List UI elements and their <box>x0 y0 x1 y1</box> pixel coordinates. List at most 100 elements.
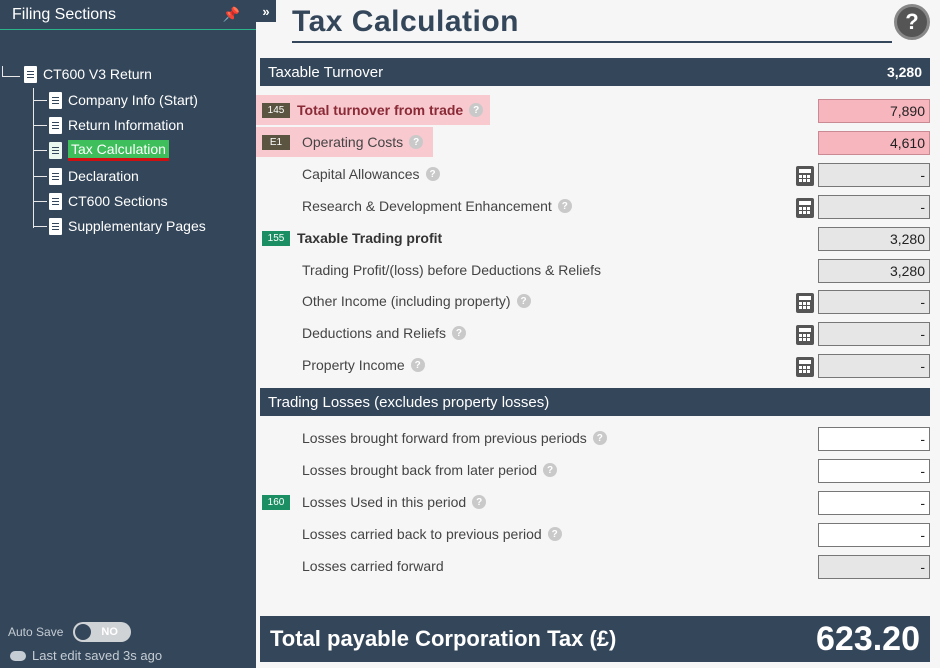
losses-used-input[interactable]: - <box>818 491 930 515</box>
other-income-field[interactable]: - <box>818 290 930 314</box>
calculator-icon[interactable] <box>796 166 814 186</box>
calculator-icon[interactable] <box>796 198 814 218</box>
calculator-icon[interactable] <box>796 325 814 345</box>
sidebar-item-supplementary-pages[interactable]: Supplementary Pages <box>33 216 206 236</box>
tree-connector <box>2 76 20 77</box>
help-button[interactable]: ? <box>894 4 930 40</box>
total-value: 623.20 <box>816 619 920 658</box>
help-circle-icon[interactable]: ? <box>547 527 562 541</box>
operating-costs-input[interactable]: 4,610 <box>818 131 930 155</box>
calculator-icon[interactable] <box>796 293 814 313</box>
help-circle-icon[interactable]: ? <box>410 358 425 372</box>
row-label-text: Research & Development Enhancement <box>302 198 552 214</box>
row-operating-costs: E1 Operating Costs ? 4,610 <box>256 127 940 157</box>
sidebar-item-label: Return Information <box>68 117 184 133</box>
losses-brought-forward-input[interactable]: - <box>818 427 930 451</box>
row-label: Capital Allowances ? <box>302 166 440 182</box>
box-code-badge: E1 <box>262 135 290 150</box>
toggle-knob <box>75 624 92 640</box>
help-circle-icon[interactable]: ? <box>469 103 484 117</box>
tree-branch <box>33 175 47 177</box>
section-total: 3,280 <box>886 64 922 80</box>
trading-profit-field: 3,280 <box>818 259 930 283</box>
deductions-reliefs-field[interactable]: - <box>818 322 930 346</box>
row-label: Losses Used in this period ? <box>302 494 487 510</box>
tree-connector <box>33 88 34 228</box>
row-other-income: Other Income (including property) ? - <box>256 289 940 315</box>
tree-branch <box>33 200 47 202</box>
taxable-trading-profit-field: 3,280 <box>818 227 930 251</box>
tree-branch <box>33 225 47 227</box>
row-label: Research & Development Enhancement ? <box>302 198 572 214</box>
row-capital-allowances: Capital Allowances ? - <box>256 162 940 188</box>
sidebar-item-return-information[interactable]: Return Information <box>33 115 184 135</box>
row-label: Operating Costs ? <box>302 134 424 150</box>
tree-root-ct600[interactable]: CT600 V3 Return <box>24 64 152 84</box>
losses-brought-back-input[interactable]: - <box>818 459 930 483</box>
help-circle-icon[interactable]: ? <box>409 135 424 149</box>
auto-save-label: Auto Save <box>8 625 64 639</box>
row-losses-used: 160 Losses Used in this period ? - <box>256 490 940 516</box>
section-title: Trading Losses (excludes property losses… <box>268 393 550 411</box>
property-income-field[interactable]: - <box>818 354 930 378</box>
row-losses-carried-back: Losses carried back to previous period ?… <box>256 522 940 548</box>
pin-icon[interactable]: 📌 <box>222 6 240 22</box>
help-circle-icon[interactable]: ? <box>425 167 440 181</box>
section-trading-losses: Trading Losses (excludes property losses… <box>260 388 930 416</box>
double-chevron-right-icon: » <box>262 3 270 19</box>
row-label-text: Capital Allowances <box>302 166 420 182</box>
row-trading-profit-before-deductions: Trading Profit/(loss) before Deductions … <box>256 258 940 284</box>
row-label: Losses brought forward from previous per… <box>302 430 607 446</box>
row-label-text: Deductions and Reliefs <box>302 325 446 341</box>
sidebar-item-tax-calculation[interactable]: Tax Calculation <box>33 139 169 161</box>
sidebar-title: Filing Sections <box>12 5 117 23</box>
auto-save-toggle[interactable]: NO <box>73 622 132 642</box>
losses-carried-back-input[interactable]: - <box>818 523 930 547</box>
auto-save-control: Auto Save NO <box>8 622 132 642</box>
row-label: Total turnover from trade ? <box>297 102 484 118</box>
sidebar-item-ct600-sections[interactable]: CT600 Sections <box>33 191 168 211</box>
row-label-text: Operating Costs <box>302 134 404 150</box>
help-circle-icon[interactable]: ? <box>592 431 607 445</box>
row-label: Trading Profit/(loss) before Deductions … <box>302 262 601 278</box>
box-code-badge: 160 <box>262 495 290 510</box>
sidebar-item-label: Tax Calculation <box>68 139 169 161</box>
row-label: Taxable Trading profit <box>297 230 442 246</box>
sidebar-item-label: Supplementary Pages <box>68 218 206 234</box>
row-label-text: Property Income <box>302 357 405 373</box>
document-icon <box>24 65 37 83</box>
tree-branch <box>33 124 47 126</box>
rd-enhancement-field[interactable]: - <box>818 195 930 219</box>
help-circle-icon[interactable]: ? <box>557 199 572 213</box>
collapse-sidebar-button[interactable]: » <box>256 0 276 22</box>
help-circle-icon[interactable]: ? <box>472 495 487 509</box>
row-rd-enhancement: Research & Development Enhancement ? - <box>256 194 940 220</box>
help-circle-icon[interactable]: ? <box>516 294 531 308</box>
sidebar-item-label: Company Info (Start) <box>68 92 198 108</box>
help-circle-icon[interactable]: ? <box>543 463 558 477</box>
cloud-icon <box>10 650 26 661</box>
calculator-icon[interactable] <box>796 357 814 377</box>
losses-carried-forward-field: - <box>818 555 930 579</box>
row-label: Deductions and Reliefs ? <box>302 325 466 341</box>
help-icon: ? <box>905 9 919 34</box>
row-label-text: Other Income (including property) <box>302 293 511 309</box>
row-label: Losses carried back to previous period ? <box>302 526 562 542</box>
row-losses-brought-back: Losses brought back from later period ? … <box>256 458 940 484</box>
auto-save-state: NO <box>101 626 118 638</box>
sidebar-item-company-info[interactable]: Company Info (Start) <box>33 90 198 110</box>
sidebar-item-declaration[interactable]: Declaration <box>33 166 139 186</box>
tree-root-label: CT600 V3 Return <box>43 66 152 82</box>
capital-allowances-field[interactable]: - <box>818 163 930 187</box>
main-content: Tax Calculation ? Taxable Turnover 3,280… <box>256 0 940 668</box>
filing-sections-sidebar: Filing Sections 📌 CT600 V3 Return Compan… <box>0 0 256 668</box>
row-property-income: Property Income ? - <box>256 353 940 379</box>
tree-connector <box>2 66 3 76</box>
row-label-text: Taxable Trading profit <box>297 230 443 246</box>
turnover-input[interactable]: 7,890 <box>818 99 930 123</box>
total-corporation-tax-bar: Total payable Corporation Tax (£) 623.20 <box>260 616 930 662</box>
document-icon <box>49 217 62 235</box>
row-total-turnover: 145 Total turnover from trade ? 7,890 <box>256 95 940 125</box>
sidebar-header: Filing Sections <box>0 0 256 30</box>
help-circle-icon[interactable]: ? <box>451 326 466 340</box>
